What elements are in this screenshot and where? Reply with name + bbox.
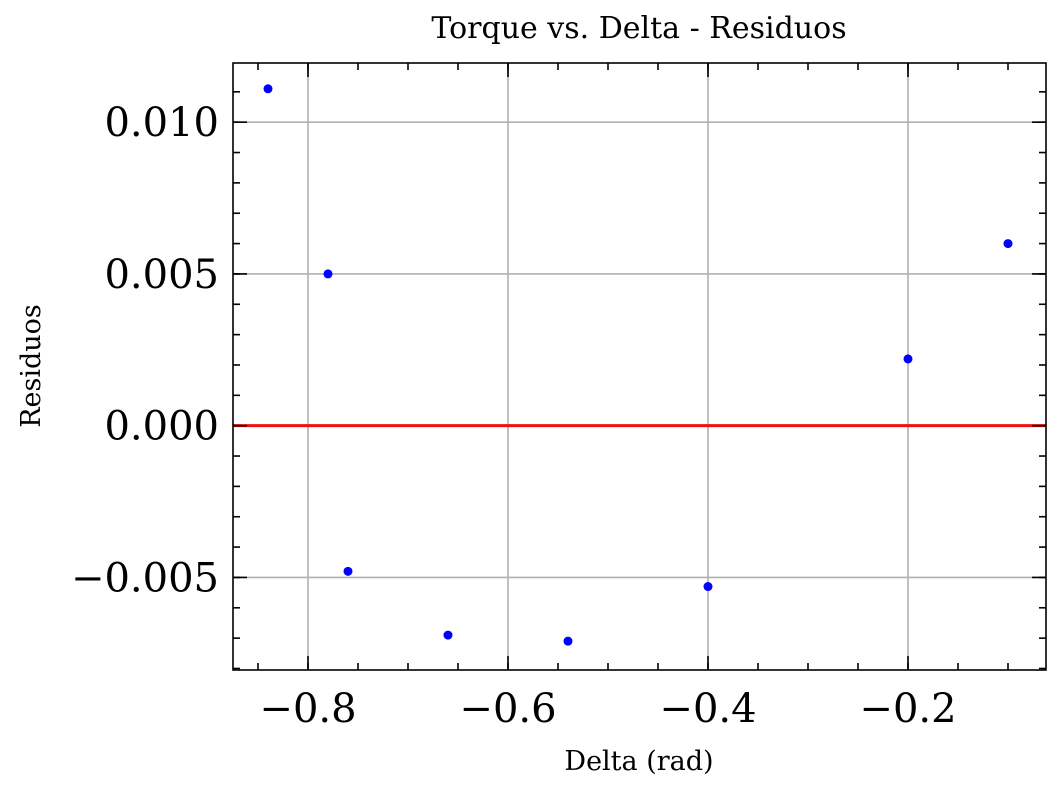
data-point — [903, 354, 913, 364]
grid — [233, 63, 1046, 670]
data-point — [263, 84, 273, 94]
data-points — [263, 84, 1013, 646]
y-axis-label: Residuos — [16, 304, 47, 428]
x-tick-label: −0.8 — [259, 686, 356, 732]
data-point — [563, 636, 573, 646]
x-tick-label: −0.2 — [859, 686, 956, 732]
x-tick-label: −0.6 — [459, 686, 556, 732]
plot-frame — [232, 62, 1047, 671]
x-axis-label: Delta (rad) — [564, 746, 713, 777]
data-point — [443, 630, 453, 640]
y-tick-label: 0.005 — [104, 252, 219, 298]
data-point — [703, 582, 713, 592]
x-tick-label: −0.4 — [659, 686, 756, 732]
data-point — [1003, 239, 1013, 249]
y-tick-label: 0.000 — [104, 404, 219, 450]
y-tick-label: −0.005 — [71, 555, 219, 601]
data-point — [323, 269, 333, 279]
tick-labels: −0.8 −0.6 −0.4 −0.2 −0.005 0.000 0.005 0.010 — [71, 100, 957, 732]
chart-title: Torque vs. Delta - Residuos — [431, 11, 846, 46]
axis-ticks — [233, 63, 1046, 670]
data-point — [343, 566, 353, 576]
y-tick-label: 0.010 — [104, 100, 219, 146]
